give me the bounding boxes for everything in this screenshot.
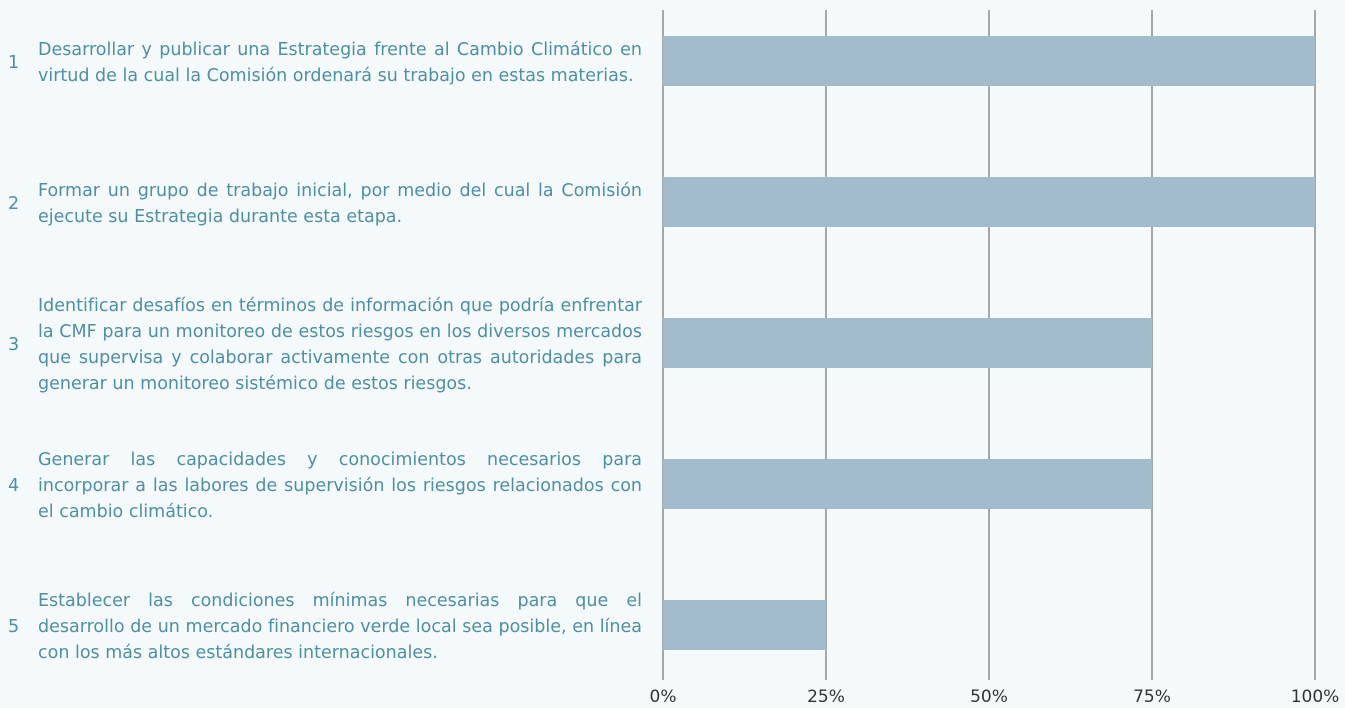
x-tick-label: 100%	[1291, 687, 1340, 707]
category-row: 4 Generar las capacidades y conocimientos…	[8, 416, 642, 557]
category-text: Establecer las condiciones mínimas neces…	[38, 591, 642, 663]
category-row: 2 Formar un grupo de trabajo inicial, por…	[8, 134, 642, 275]
item-number: 2	[8, 194, 20, 214]
category-row: 3 Identificar desafíos en términos de inf…	[8, 275, 642, 416]
item-number: 3	[8, 335, 20, 355]
category-row: 1 Desarrollar y publicar una Estrategia f…	[8, 0, 642, 134]
x-tick-label: 0%	[650, 687, 677, 707]
bar	[663, 36, 1315, 86]
category-text: Desarrollar y publicar una Estrategia fr…	[38, 40, 642, 86]
bar	[663, 177, 1315, 227]
category-label: 4 Generar las capacidades y conocimientos…	[8, 416, 642, 557]
category-row: 5 Establecer las condiciones mínimas nece…	[8, 557, 642, 698]
category-label: 3 Identificar desafíos en términos de inf…	[8, 275, 642, 416]
item-number: 4	[8, 476, 20, 496]
category-text: Identificar desafíos en términos de info…	[38, 296, 642, 394]
category-text: Generar las capacidades y conocimientos …	[38, 450, 642, 522]
category-label: 5 Establecer las condiciones mínimas nece…	[8, 557, 642, 698]
category-label: 2 Formar un grupo de trabajo inicial, por…	[8, 134, 642, 275]
bar	[663, 600, 826, 650]
bar	[663, 318, 1152, 368]
item-number: 1	[8, 53, 20, 73]
item-number: 5	[8, 617, 20, 637]
bar	[663, 459, 1152, 509]
category-text: Formar un grupo de trabajo inicial, por …	[38, 181, 642, 227]
x-tick-label: 75%	[1133, 687, 1171, 707]
x-tick-label: 25%	[807, 687, 845, 707]
x-tick-label: 50%	[970, 687, 1008, 707]
category-label: 1 Desarrollar y publicar una Estrategia f…	[8, 0, 642, 134]
